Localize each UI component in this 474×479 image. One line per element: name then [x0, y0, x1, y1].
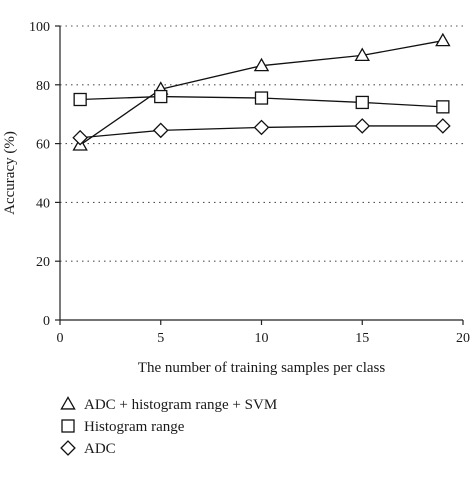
data-point-diamond-4	[435, 118, 451, 134]
data-point-diamond-0	[72, 129, 88, 146]
legend: ADC + histogram range + SVM Histogram ran…	[60, 396, 277, 457]
x-axis-title: The number of training samples per class	[138, 360, 386, 376]
data-point-diamond-1	[152, 122, 169, 139]
series-layer	[72, 32, 451, 151]
y-tick-label-20: 20	[36, 255, 50, 270]
y-tick-label-80: 80	[36, 79, 50, 94]
data-point-triangle-3	[354, 47, 370, 61]
data-point-triangle-2	[253, 57, 270, 72]
y-tick-label-60: 60	[36, 138, 50, 153]
x-tick-label-20: 20	[456, 331, 470, 346]
legend-label-triangle: ADC + histogram range + SVM	[84, 397, 277, 413]
legend-marker-triangle	[60, 396, 76, 410]
data-point-square-4	[436, 100, 450, 114]
x-tick-label-5: 5	[157, 331, 164, 346]
data-point-diamond-3	[354, 118, 371, 134]
data-point-square-3	[355, 95, 369, 110]
legend-marker-diamond	[60, 440, 76, 456]
x-tick-label-0: 0	[57, 331, 64, 346]
data-point-square-0	[73, 92, 87, 107]
data-point-triangle-4	[435, 32, 451, 47]
x-tick-label-10: 10	[255, 331, 269, 346]
grid-layer	[60, 25, 463, 262]
data-point-square-2	[254, 91, 269, 105]
y-tick-label-0: 0	[43, 314, 50, 329]
legend-label-diamond: ADC	[84, 441, 116, 457]
data-point-square-1	[154, 89, 168, 104]
legend-marker-square	[61, 419, 75, 433]
x-tick-label-15: 15	[355, 331, 369, 346]
data-point-diamond-2	[253, 119, 270, 136]
y-tick-label-40: 40	[36, 196, 50, 211]
y-tick-label-100: 100	[29, 20, 50, 35]
axes-layer: 0 20 40 60 80 100 0 5 10 15 20	[29, 20, 470, 346]
legend-label-square: Histogram range	[84, 419, 185, 435]
y-axis-title: Accuracy (%)	[2, 131, 18, 215]
